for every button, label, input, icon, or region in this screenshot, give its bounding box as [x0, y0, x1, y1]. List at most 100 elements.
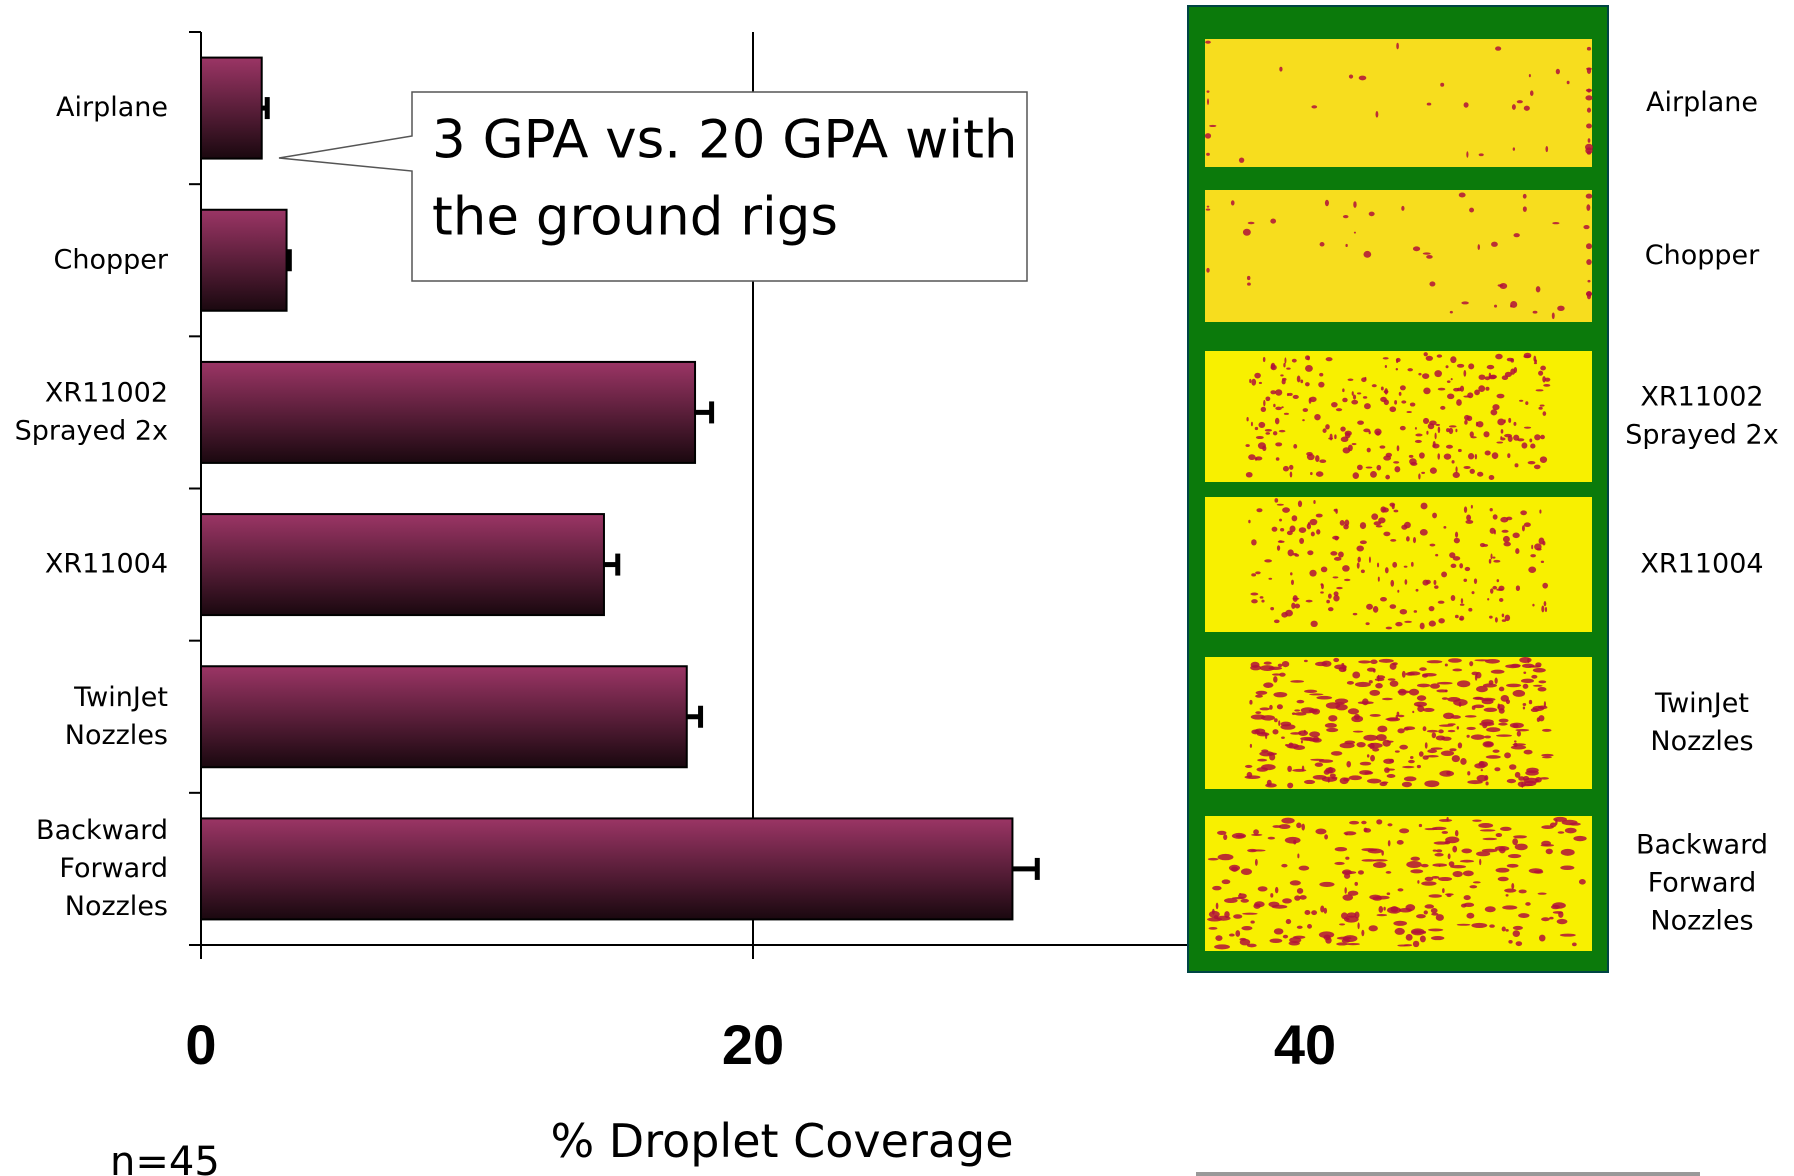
droplet [1561, 849, 1575, 856]
droplet [1436, 914, 1444, 921]
droplet [1342, 871, 1356, 874]
droplet [1222, 879, 1231, 884]
photo-label: Chopper [1645, 240, 1760, 271]
droplet [1348, 708, 1359, 714]
droplet [1243, 229, 1251, 236]
droplet [1328, 607, 1334, 611]
droplet [1444, 453, 1451, 459]
droplet [1387, 774, 1396, 778]
droplet [1541, 841, 1551, 846]
droplet [1507, 453, 1510, 458]
droplet [1216, 903, 1219, 910]
droplet [1261, 407, 1266, 412]
droplet [1572, 942, 1577, 946]
droplet [1342, 398, 1347, 403]
droplet [1304, 660, 1308, 662]
droplet [1427, 730, 1438, 733]
droplet [1401, 206, 1404, 211]
droplet [1504, 434, 1512, 438]
droplet [1429, 621, 1436, 627]
droplet [1579, 879, 1586, 885]
droplet [1472, 819, 1482, 821]
droplet [1336, 408, 1342, 411]
droplet [1251, 422, 1253, 427]
droplet [1258, 442, 1266, 449]
droplet [1484, 775, 1488, 781]
droplet [1489, 680, 1494, 685]
droplet [1331, 402, 1338, 407]
droplet [1409, 689, 1419, 696]
droplet [1255, 571, 1261, 574]
droplet [1512, 533, 1519, 539]
x-tick-label: 0 [185, 1013, 216, 1076]
droplet [1464, 415, 1470, 421]
droplet [1494, 530, 1496, 535]
droplet [1334, 557, 1342, 561]
droplet [1357, 922, 1359, 929]
droplet [1451, 564, 1457, 568]
droplet [1438, 426, 1440, 433]
droplet [1310, 759, 1324, 761]
droplet [1275, 407, 1282, 410]
droplet [1376, 896, 1390, 900]
droplet [1425, 877, 1434, 881]
droplet [1343, 666, 1347, 672]
droplet [1491, 670, 1505, 674]
droplet [1260, 707, 1270, 710]
droplet [1245, 775, 1261, 779]
droplet [1314, 414, 1320, 420]
droplet [1368, 925, 1377, 931]
droplet [1453, 871, 1463, 877]
droplet [1496, 833, 1503, 837]
droplet [1388, 678, 1396, 681]
droplet [1413, 537, 1416, 543]
droplet [1549, 917, 1553, 920]
droplet [1468, 363, 1474, 369]
droplet [1539, 935, 1546, 942]
droplet [1390, 663, 1397, 670]
droplet [1379, 659, 1394, 663]
droplet [1525, 902, 1530, 906]
droplet [1319, 882, 1334, 887]
droplet [1386, 717, 1400, 721]
droplet [1455, 830, 1459, 836]
droplet [1567, 81, 1570, 84]
droplet [1504, 542, 1511, 547]
droplet [1524, 106, 1530, 111]
droplet [1530, 90, 1533, 96]
droplet [1326, 728, 1338, 732]
droplet [1517, 100, 1523, 103]
droplet [1345, 244, 1347, 247]
droplet [1402, 782, 1412, 787]
droplet [1299, 527, 1306, 533]
droplet [1587, 108, 1591, 113]
droplet [1499, 719, 1509, 723]
droplet [1333, 595, 1339, 602]
droplet [1250, 921, 1254, 924]
droplet [1345, 857, 1349, 860]
droplet [1441, 737, 1452, 741]
droplet [1325, 723, 1337, 728]
droplet [1356, 546, 1364, 552]
droplet [1469, 208, 1474, 213]
droplet [1518, 776, 1524, 781]
droplet [1407, 368, 1412, 371]
bar [201, 58, 262, 159]
droplet [1318, 382, 1324, 388]
droplet [1445, 893, 1454, 895]
droplet [1502, 926, 1506, 931]
droplet [1357, 392, 1361, 394]
droplet [1472, 706, 1476, 710]
droplet [1423, 726, 1427, 731]
droplet [1418, 473, 1420, 479]
droplet [1485, 782, 1488, 786]
droplet [1270, 219, 1276, 224]
droplet [1286, 919, 1291, 924]
droplet [1253, 829, 1259, 835]
droplet [1528, 567, 1536, 573]
droplet [1278, 540, 1285, 542]
droplet [1461, 904, 1467, 908]
droplet [1505, 615, 1511, 621]
droplet [1490, 554, 1492, 560]
droplet [1450, 356, 1456, 363]
